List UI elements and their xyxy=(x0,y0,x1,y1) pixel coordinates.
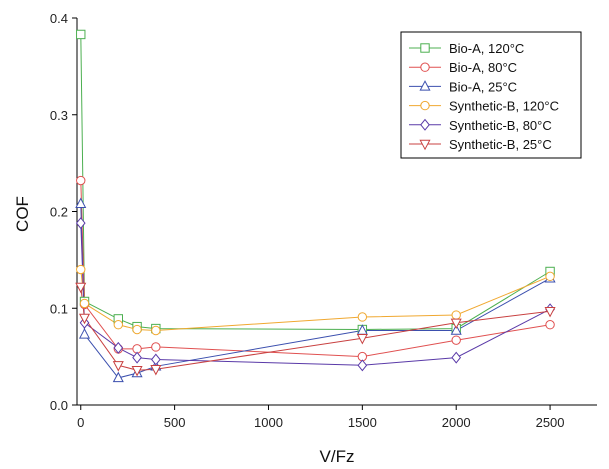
data-point-series-4 xyxy=(357,312,368,322)
x-tick-label: 0 xyxy=(77,415,84,430)
legend-label: Bio-A, 120°C xyxy=(449,41,524,56)
data-point-series-4 xyxy=(76,264,86,275)
y-tick-label: 0.4 xyxy=(50,11,68,26)
data-point-series-5 xyxy=(151,353,161,366)
series-line-2 xyxy=(80,180,551,358)
legend: Bio-A, 120°C Bio-A, 80°C Bio-A, 25°C Synthe… xyxy=(400,31,582,159)
y-tick-label: 0.1 xyxy=(50,301,68,316)
series-line-1 xyxy=(80,34,551,331)
x-tick-label: 2500 xyxy=(536,415,565,430)
data-point-series-6 xyxy=(150,365,162,376)
data-point-series-4 xyxy=(79,298,90,309)
data-point-series-6 xyxy=(131,365,143,377)
data-point-series-3 xyxy=(75,197,87,208)
data-point-series-6 xyxy=(75,282,87,294)
legend-marker xyxy=(420,43,430,53)
data-point-series-5 xyxy=(132,351,142,364)
y-tick-label: 0.3 xyxy=(50,108,68,123)
data-point-series-4 xyxy=(132,324,142,335)
legend-label: Synthetic-B, 80°C xyxy=(449,118,552,133)
data-point-series-4 xyxy=(545,271,555,282)
data-point-series-5 xyxy=(451,351,462,364)
legend-label: Synthetic-B, 25°C xyxy=(449,137,552,152)
data-point-series-2 xyxy=(151,342,161,352)
y-tick-label: 0.2 xyxy=(50,205,68,220)
data-point-series-6 xyxy=(112,361,124,372)
series-lines xyxy=(80,34,551,379)
data-point-series-3 xyxy=(112,371,124,383)
x-tick-label: 1500 xyxy=(348,415,377,430)
data-point-series-2 xyxy=(76,175,86,186)
legend-marker xyxy=(419,139,431,151)
y-tick-label: 0.0 xyxy=(50,398,68,413)
data-point-series-4 xyxy=(113,319,123,330)
data-point-series-5 xyxy=(357,359,368,372)
data-point-series-5 xyxy=(75,217,86,230)
legend-label: Bio-A, 80°C xyxy=(449,60,517,75)
legend-label: Bio-A, 25°C xyxy=(449,79,517,94)
y-axis-title: COF xyxy=(13,196,32,232)
legend-marker xyxy=(420,100,430,111)
data-point-series-3 xyxy=(78,328,91,339)
data-point-series-1 xyxy=(76,29,86,40)
x-tick-label: 500 xyxy=(164,415,186,430)
legend-marker xyxy=(419,80,431,91)
legend-marker xyxy=(420,118,430,131)
x-axis-title: V/Fz xyxy=(320,447,355,466)
data-point-series-6 xyxy=(544,306,556,318)
data-point-series-6 xyxy=(78,313,91,325)
data-point-series-6 xyxy=(450,318,462,330)
data-point-series-2 xyxy=(451,335,461,345)
data-point-series-5 xyxy=(113,341,124,354)
series-line-3 xyxy=(80,203,551,379)
x-ticks: 0 500 1000 1500 2000 2500 xyxy=(77,405,565,430)
series-line-4 xyxy=(80,269,551,332)
legend-box xyxy=(400,31,582,159)
data-point-series-4 xyxy=(451,310,461,320)
data-point-series-3 xyxy=(450,324,462,335)
data-point-series-6 xyxy=(356,334,368,345)
series-line-6 xyxy=(80,286,551,371)
data-point-series-2 xyxy=(545,319,555,330)
legend-label: Synthetic-B, 120°C xyxy=(449,99,559,114)
series-line-5 xyxy=(80,223,551,366)
data-point-series-4 xyxy=(151,325,161,336)
series-markers xyxy=(75,29,556,383)
y-ticks: 0.0 0.1 0.2 0.3 0.4 xyxy=(50,11,77,413)
x-tick-label: 1000 xyxy=(254,415,283,430)
legend-marker xyxy=(420,62,430,72)
x-tick-label: 2000 xyxy=(442,415,471,430)
